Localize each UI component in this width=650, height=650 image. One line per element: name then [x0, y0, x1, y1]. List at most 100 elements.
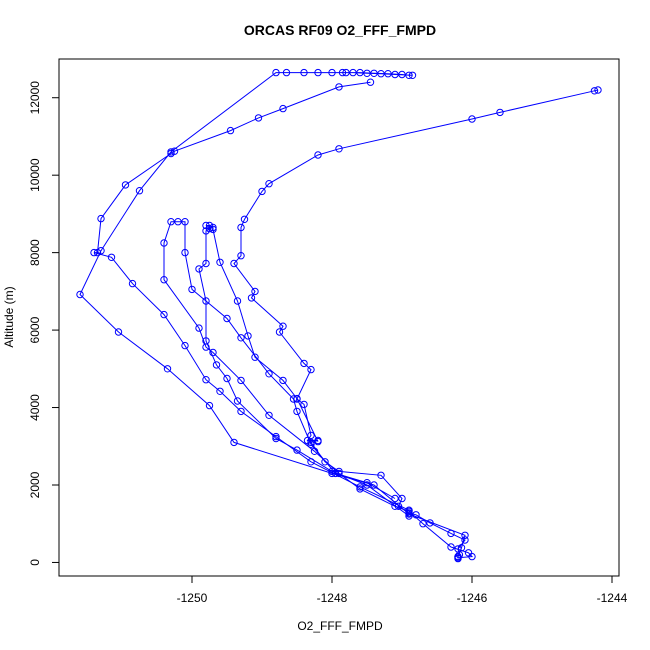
data-point-0-13: [247, 294, 256, 302]
data-point-0-7: [258, 187, 266, 196]
data-point-1-4: [419, 520, 427, 528]
data-point-1-18: [174, 218, 182, 226]
data-point-1-21: [188, 285, 196, 294]
data-point-3-4: [237, 407, 245, 416]
data-point-4-25: [408, 71, 417, 80]
data-point-3-10: [107, 253, 116, 261]
data-point-4-9: [114, 328, 123, 336]
data-point-4-14: [272, 68, 280, 77]
data-point-3-11: [90, 248, 98, 257]
data-point-1-24: [265, 370, 273, 378]
data-point-2-20: [244, 332, 252, 340]
data-point-1-27: [307, 440, 315, 448]
data-point-3-3: [272, 432, 280, 441]
data-point-4-28: [363, 69, 371, 78]
data-point-4-20: [356, 68, 364, 77]
data-point-1-30: [391, 494, 399, 503]
data-point-4-21: [370, 69, 378, 78]
data-point-4-30: [338, 68, 347, 77]
series-line-3: [93, 81, 410, 511]
data-point-3-18: [254, 114, 263, 122]
data-point-4-12: [135, 187, 144, 195]
data-point-3-8: [160, 310, 168, 319]
data-point-4-24: [405, 71, 413, 80]
x-axis-label: O2_FFF_FMPD: [297, 619, 383, 633]
data-point-2-5: [233, 397, 242, 405]
data-point-2-1: [363, 481, 371, 489]
data-point-4-0: [454, 552, 462, 561]
data-point-4-7: [205, 401, 214, 410]
y-tick-label: 12000: [28, 81, 42, 115]
data-point-3-14: [121, 181, 130, 189]
data-point-1-9: [310, 447, 319, 455]
data-point-0-8: [240, 215, 249, 224]
data-point-2-23: [293, 394, 301, 403]
data-point-4-4: [370, 481, 378, 489]
data-point-1-22: [223, 314, 231, 323]
data-point-0-1: [590, 87, 599, 95]
data-point-0-26: [377, 471, 385, 479]
data-point-3-5: [216, 387, 224, 395]
data-point-1-19: [181, 218, 189, 226]
y-tick-label: 4000: [28, 394, 42, 421]
series-line-4: [79, 72, 466, 557]
data-point-0-0: [594, 86, 602, 94]
data-point-0-4: [335, 145, 343, 153]
data-point-2-9: [202, 297, 210, 305]
data-point-1-20: [181, 248, 189, 257]
y-axis: 0 2000 4000 6000 8000 10000 12000: [28, 81, 60, 566]
data-point-2-17: [209, 225, 217, 234]
data-point-0-14: [279, 322, 287, 330]
chart-title: ORCAS RF09 O2_FFF_FMPD: [244, 22, 436, 38]
x-tick-label: -1250: [177, 591, 208, 605]
data-point-3-2: [307, 458, 315, 466]
data-point-0-12: [251, 287, 259, 296]
data-point-0-10: [237, 252, 245, 260]
y-tick-label: 2000: [28, 471, 42, 498]
data-point-4-11: [97, 247, 105, 255]
data-point-3-9: [128, 279, 137, 288]
data-point-2-6: [223, 374, 231, 383]
data-point-2-21: [251, 353, 259, 361]
data-point-4-19: [342, 68, 350, 77]
data-point-0-20: [307, 431, 315, 440]
data-point-0-2: [496, 108, 504, 117]
data-point-4-16: [300, 68, 308, 77]
data-point-4-8: [163, 365, 172, 373]
data-point-4-3: [405, 510, 413, 518]
series-layer: [76, 68, 602, 563]
x-tick-label: -1244: [597, 591, 628, 605]
data-point-3-6: [202, 376, 210, 384]
series-line-2: [198, 225, 410, 517]
y-tick-label: 0: [28, 559, 42, 566]
series-line-1: [163, 221, 474, 559]
data-point-3-7: [181, 341, 189, 350]
data-point-0-15: [275, 328, 284, 336]
x-tick-label: -1248: [317, 591, 348, 605]
data-point-2-10: [195, 265, 203, 273]
data-point-3-1: [356, 483, 364, 491]
data-point-1-23: [237, 334, 245, 342]
y-tick-label: 6000: [28, 316, 42, 343]
data-point-1-26: [293, 407, 301, 416]
data-point-4-2: [461, 531, 469, 539]
data-point-3-20: [335, 83, 343, 91]
data-point-2-7: [212, 361, 221, 369]
data-point-0-24: [321, 458, 329, 466]
data-point-0-5: [314, 151, 322, 159]
data-point-4-26: [391, 70, 399, 79]
y-tick-label: 8000: [28, 239, 42, 266]
y-tick-label: 10000: [28, 158, 42, 192]
series-line-0: [233, 89, 599, 559]
data-point-4-23: [398, 70, 406, 79]
data-point-2-3: [293, 446, 301, 454]
data-point-2-19: [233, 297, 242, 305]
data-point-1-2: [464, 549, 473, 557]
data-point-4-18: [328, 68, 336, 77]
data-point-1-10: [265, 411, 273, 419]
data-point-1-16: [160, 239, 168, 247]
data-point-4-1: [457, 544, 466, 552]
data-point-3-21: [366, 78, 375, 86]
data-point-4-5: [328, 469, 336, 478]
